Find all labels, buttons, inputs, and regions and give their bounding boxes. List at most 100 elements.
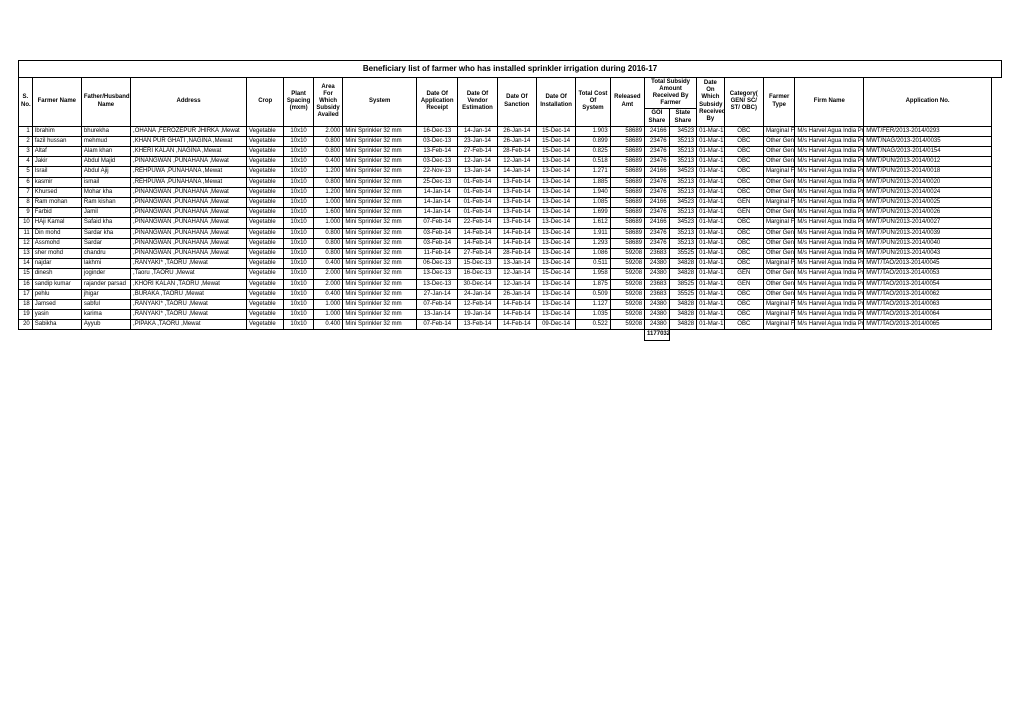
- cell: 59208: [610, 320, 644, 330]
- cell: 01-Mar-17: [697, 167, 725, 177]
- cell: 23476: [645, 228, 670, 238]
- cell: 10x10: [284, 289, 313, 299]
- cell: Vegetable: [247, 310, 284, 320]
- cell: joginder: [81, 269, 130, 279]
- col-header: System: [343, 77, 417, 126]
- cell: OBC: [724, 187, 763, 197]
- cell: OBC: [724, 136, 763, 146]
- cell: 01-Feb-14: [458, 177, 497, 187]
- col-header: S. No.: [19, 77, 33, 126]
- cell: 35213: [669, 187, 697, 197]
- cell: 24380: [645, 269, 670, 279]
- cell: Other General Farmer: [763, 279, 794, 289]
- cell: 10x10: [284, 279, 313, 289]
- cell: 12-Jan-14: [458, 157, 497, 167]
- cell: 2.000: [313, 279, 342, 289]
- cell: Vegetable: [247, 320, 284, 330]
- cell: karima: [81, 310, 130, 320]
- cell: Mini Sprinkler 32 mm: [343, 147, 417, 157]
- cell: OBC: [724, 218, 763, 228]
- cell: MWT/PUN/2013-2014/0024: [864, 187, 992, 197]
- cell: rajander parsad: [81, 279, 130, 289]
- cell: 2.000: [313, 269, 342, 279]
- col-header: Released Amt: [610, 77, 644, 126]
- cell: 7: [19, 187, 33, 197]
- cell: 23476: [645, 187, 670, 197]
- cell: 13-Dec-13: [417, 269, 458, 279]
- cell: Mini Sprinkler 32 mm: [343, 208, 417, 218]
- cell: 35213: [669, 136, 697, 146]
- cell: 22-Nov-13: [417, 167, 458, 177]
- table-row: 3AltafAlam khan,KHERI KALAN ,NAGINA ,Mew…: [19, 147, 1002, 157]
- cell: 01-Feb-14: [458, 187, 497, 197]
- cell: 34523: [669, 198, 697, 208]
- cell: 1.293: [576, 238, 610, 248]
- cell: M/s Harvel Agua India Private Limited: [795, 248, 864, 258]
- cell: M/s Harvel Agua India Private Limited: [795, 299, 864, 309]
- cell: 13-Dec-14: [536, 310, 575, 320]
- cell: 0.400: [313, 259, 342, 269]
- cell: 15-Dec-14: [536, 136, 575, 146]
- cell: 13-Jan-14: [458, 167, 497, 177]
- cell: 23476: [645, 208, 670, 218]
- cell: Other General Farmer: [763, 187, 794, 197]
- cell: 35213: [669, 157, 697, 167]
- table-header: Beneficiary list of farmer who has insta…: [19, 61, 1002, 127]
- cell: 13-Dec-14: [536, 167, 575, 177]
- cell: M/s Harvel Agua India Private Limited: [795, 238, 864, 248]
- cell: 58689: [610, 198, 644, 208]
- cell: 23476: [645, 157, 670, 167]
- cell: 10x10: [284, 269, 313, 279]
- cell: 0.825: [576, 147, 610, 157]
- cell: Sardar kha: [81, 228, 130, 238]
- cell: Marginal Farmer: [763, 198, 794, 208]
- cell: 10x10: [284, 208, 313, 218]
- cell: 14-Feb-14: [497, 238, 536, 248]
- table-row: 9FarbidJamil,PINANGWAN ,PUNAHANA ,MewatV…: [19, 208, 1002, 218]
- table-footer: 1177032: [19, 330, 1002, 340]
- cell: 34523: [669, 218, 697, 228]
- cell: 0.899: [576, 136, 610, 146]
- cell: Other General Farmer: [763, 177, 794, 187]
- cell: 13-Dec-14: [536, 289, 575, 299]
- beneficiary-table: Beneficiary list of farmer who has insta…: [18, 60, 1002, 341]
- cell: MWT/PUN/2013-2014/0039: [864, 228, 992, 238]
- cell: M/s Harvel Agua India Private Limited: [795, 167, 864, 177]
- cell: 13-Dec-14: [536, 259, 575, 269]
- page: Beneficiary list of farmer who has insta…: [0, 0, 1020, 721]
- cell: Sardar: [81, 238, 130, 248]
- cell: Mini Sprinkler 32 mm: [343, 320, 417, 330]
- cell: 26-Jan-14: [497, 126, 536, 136]
- cell: bhurekha: [81, 126, 130, 136]
- cell: 14-Feb-14: [458, 238, 497, 248]
- cell: MWT/PUN/2013-2014/0018: [864, 167, 992, 177]
- cell: OBC: [724, 289, 763, 299]
- cell: MWT/TAO/2013-2014/0054: [864, 279, 992, 289]
- cell: 13-Feb-14: [497, 208, 536, 218]
- cell: M/s Harvel Agua India Private Limited: [795, 136, 864, 146]
- cell: 0.800: [313, 228, 342, 238]
- cell: 59208: [610, 289, 644, 299]
- cell: Mini Sprinkler 32 mm: [343, 238, 417, 248]
- cell: Abdul Ajij: [81, 167, 130, 177]
- cell: 15-Dec-14: [536, 126, 575, 136]
- cell: 07-Feb-14: [417, 320, 458, 330]
- cell: 58689: [610, 136, 644, 146]
- cell: M/s Harvel Agua India Private Limited: [795, 126, 864, 136]
- cell: ,PIPAKA ,TAORU ,Mewat: [131, 320, 247, 330]
- table-row: 20SabikhaAyyub,PIPAKA ,TAORU ,MewatVeget…: [19, 320, 1002, 330]
- cell: 10x10: [284, 157, 313, 167]
- cell: 13-Feb-14: [497, 198, 536, 208]
- cell: M/s Harvel Agua India Private Limited: [795, 228, 864, 238]
- cell: 20: [19, 320, 33, 330]
- cell: 58689: [610, 147, 644, 157]
- cell: 09-Dec-14: [536, 320, 575, 330]
- cell: M/s Harvel Agua India Private Limited: [795, 259, 864, 269]
- cell: MWT/PUN/2013-2014/0026: [864, 208, 992, 218]
- col-header: Farmer Type: [763, 77, 794, 126]
- cell: 01-Mar-17: [697, 259, 725, 269]
- cell: 01-Mar-17: [697, 187, 725, 197]
- cell: 35525: [669, 248, 697, 258]
- cell: 58689: [610, 167, 644, 177]
- cell: 23476: [645, 136, 670, 146]
